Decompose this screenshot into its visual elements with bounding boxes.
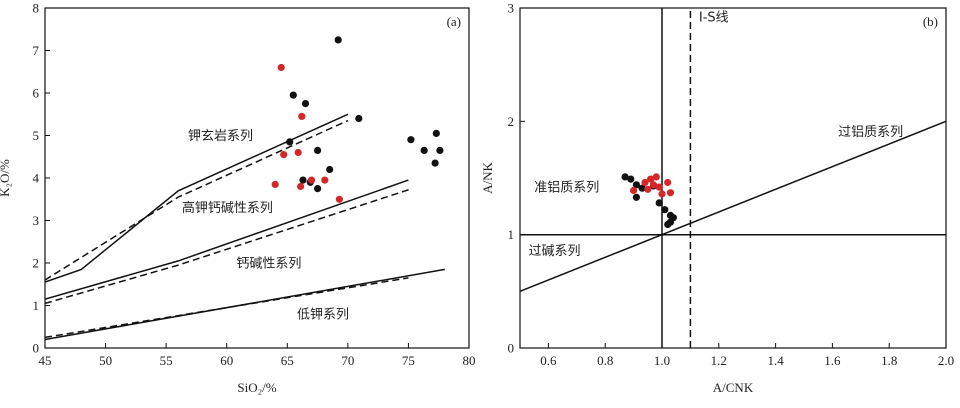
xtick-label-a-7: 80 bbox=[463, 353, 476, 368]
ylabel-a: K₂O/% bbox=[0, 159, 12, 197]
point-a-black-1 bbox=[289, 91, 297, 99]
frame-a bbox=[44, 7, 470, 349]
line-a-dashed-lower bbox=[45, 277, 409, 339]
region-label-a-2: 钙碱性系列 bbox=[236, 256, 301, 271]
xtick-label-a-0: 45 bbox=[39, 353, 52, 368]
panel-tag-a: (a) bbox=[447, 14, 461, 29]
plot-area-a bbox=[45, 36, 445, 341]
point-b-black-1 bbox=[627, 175, 635, 183]
line-a-solid-middle bbox=[45, 179, 409, 300]
point-a-black-11 bbox=[432, 129, 440, 137]
point-a-red-0 bbox=[277, 63, 285, 72]
point-b-black-3 bbox=[638, 184, 646, 192]
xtick-label-b-2: 1.0 bbox=[654, 353, 670, 368]
xtick-label-b-7: 2.0 bbox=[938, 353, 954, 368]
point-a-black-9 bbox=[314, 185, 322, 193]
ytick-label-a-6: 6 bbox=[33, 86, 40, 101]
ytick-label-b-0: 0 bbox=[508, 341, 515, 356]
xtick-label-a-5: 70 bbox=[341, 353, 354, 368]
point-b-red-5 bbox=[644, 185, 652, 193]
point-a-black-14 bbox=[431, 159, 439, 167]
point-b-red-3 bbox=[652, 173, 660, 181]
ytick-label-b-1: 1 bbox=[508, 227, 515, 242]
point-b-black-6 bbox=[661, 206, 669, 214]
xtick-label-a-6: 75 bbox=[402, 353, 415, 368]
point-b-black-2 bbox=[632, 181, 641, 189]
point-b-black-0 bbox=[621, 173, 629, 181]
xtick-label-a-1: 50 bbox=[99, 353, 112, 368]
point-b-red-0 bbox=[630, 186, 638, 195]
point-b-red-4 bbox=[649, 181, 658, 189]
xtick-label-a-4: 65 bbox=[281, 353, 294, 368]
xtick-label-b-3: 1.2 bbox=[711, 353, 727, 368]
point-a-red-3 bbox=[294, 148, 302, 157]
plot-area-b bbox=[520, 8, 946, 348]
ytick-label-b-3: 3 bbox=[508, 1, 515, 16]
point-a-black-3 bbox=[355, 114, 363, 123]
point-b-red-9 bbox=[655, 183, 663, 191]
xtick-label-b-4: 1.4 bbox=[767, 353, 784, 368]
xtick-label-b-5: 1.6 bbox=[824, 353, 841, 368]
point-b-red-7 bbox=[666, 189, 675, 197]
point-a-black-10 bbox=[407, 136, 415, 144]
point-b-red-8 bbox=[664, 178, 672, 187]
ytick-label-a-5: 5 bbox=[33, 128, 40, 143]
point-a-black-2 bbox=[301, 100, 310, 108]
point-a-red-4 bbox=[271, 180, 279, 188]
ylabel-b: A/NK bbox=[480, 162, 495, 194]
point-a-black-0 bbox=[334, 36, 342, 44]
point-a-black-6 bbox=[326, 165, 334, 174]
ytick-label-a-1: 1 bbox=[33, 298, 40, 313]
point-b-black-5 bbox=[655, 199, 663, 207]
xtick-label-b-0: 0.6 bbox=[540, 353, 557, 368]
xtick-label-a-2: 55 bbox=[160, 353, 173, 368]
ytick-label-a-8: 8 bbox=[33, 1, 40, 16]
ytick-label-b-2: 2 bbox=[508, 114, 515, 129]
region-label-b-2: 准铝质系列 bbox=[534, 181, 599, 196]
point-a-black-4 bbox=[286, 138, 294, 146]
point-a-black-12 bbox=[420, 146, 428, 154]
region-label-a-3: 低钾系列 bbox=[297, 307, 349, 322]
ytick-label-a-7: 7 bbox=[33, 43, 40, 58]
xtick-label-b-1: 0.8 bbox=[597, 353, 613, 368]
point-b-black-4 bbox=[632, 193, 641, 201]
xtick-label-a-3: 60 bbox=[220, 353, 233, 368]
point-a-red-5 bbox=[297, 182, 305, 191]
point-a-black-7 bbox=[299, 176, 307, 184]
line-a-dashed-middle bbox=[45, 187, 413, 305]
point-a-red-8 bbox=[335, 195, 343, 203]
region-label-a-0: 钾玄岩系列 bbox=[188, 129, 253, 144]
xlabel-b: A/CNK bbox=[713, 380, 754, 395]
point-b-red-2 bbox=[647, 175, 655, 183]
region-label-a-1: 高钾钙碱性系列 bbox=[182, 200, 273, 216]
point-b-black-10 bbox=[664, 220, 672, 229]
xlabel-a: SiO₂/% bbox=[237, 380, 276, 395]
xtick-label-b-6: 1.8 bbox=[881, 353, 897, 368]
chart-a: 45 50 55 60 65 70 75 80012345678SiO₂/%K₂O/%钾玄岩系… bbox=[0, 1, 476, 396]
ytick-label-a-2: 2 bbox=[33, 256, 40, 271]
region-label-b-0: I-S线 bbox=[699, 11, 729, 26]
line-a-dashed-upper bbox=[45, 119, 349, 281]
region-label-b-3: 过碱系列 bbox=[529, 244, 581, 259]
chart-b: 0.6 0.8 1.0 1.2 1.4 1.6 1.8 2.0 0 1 2 3 A/CNK A/NK I-S… bbox=[480, 1, 954, 396]
ytick-label-a-3: 3 bbox=[33, 213, 40, 228]
point-b-red-1 bbox=[641, 178, 649, 187]
point-a-black-5 bbox=[314, 146, 322, 154]
point-b-red-6 bbox=[658, 190, 666, 198]
panel-tag-b: (b) bbox=[923, 14, 938, 29]
point-a-red-7 bbox=[321, 176, 329, 184]
point-a-black-13 bbox=[436, 146, 444, 154]
frame-b bbox=[519, 7, 947, 349]
line-b-diagonal bbox=[520, 120, 946, 292]
point-a-red-6 bbox=[307, 176, 316, 184]
ytick-label-a-0: 0 bbox=[33, 341, 40, 356]
ytick-label-a-4: 4 bbox=[33, 171, 40, 186]
line-a-solid-upper bbox=[45, 113, 349, 283]
region-label-b-1: 过铝质系列 bbox=[838, 125, 903, 140]
point-a-red-2 bbox=[280, 151, 288, 159]
point-a-red-1 bbox=[298, 112, 306, 120]
